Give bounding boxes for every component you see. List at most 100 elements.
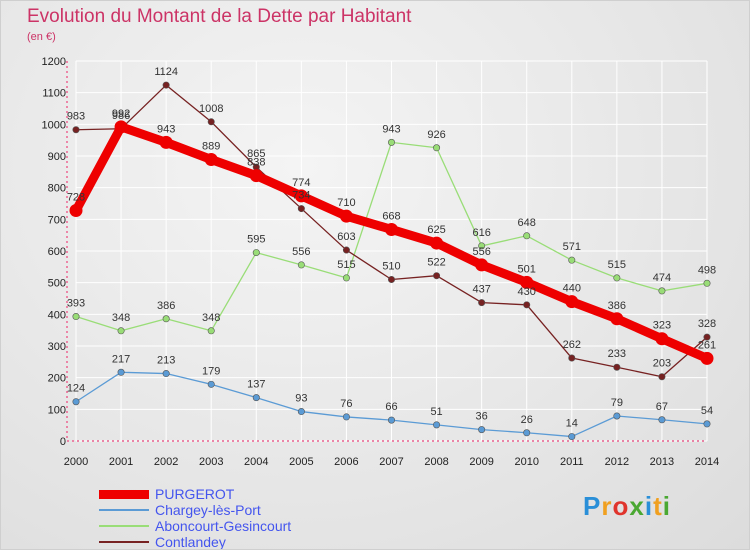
data-point (297, 205, 305, 213)
data-label: 79 (611, 397, 623, 409)
data-point (207, 380, 215, 388)
x-tick-label: 2008 (424, 456, 448, 468)
x-tick-label: 2006 (334, 456, 358, 468)
data-label: 386 (157, 300, 175, 312)
data-label: 603 (337, 231, 355, 243)
data-label: 515 (337, 259, 355, 271)
data-point (613, 363, 621, 371)
data-label: 14 (566, 418, 578, 430)
data-point (252, 249, 260, 257)
data-point (72, 126, 80, 134)
data-label: 865 (247, 148, 265, 160)
data-point (204, 152, 218, 166)
logo-letter: x (629, 491, 645, 521)
data-point (478, 242, 486, 250)
data-label: 838 (247, 157, 265, 169)
x-tick-label: 2011 (560, 456, 584, 468)
data-point (297, 408, 305, 416)
data-point (655, 332, 669, 346)
data-label: 1008 (199, 103, 223, 115)
data-point (342, 413, 350, 421)
data-label: 1124 (154, 66, 178, 78)
data-point (658, 416, 666, 424)
data-point (658, 287, 666, 295)
y-tick-label: 1000 (42, 119, 66, 131)
data-point (523, 232, 531, 240)
data-point (703, 420, 711, 428)
y-tick-label: 800 (48, 183, 66, 195)
y-tick-label: 700 (48, 214, 66, 226)
data-label: 76 (340, 398, 352, 410)
data-label: 571 (563, 241, 581, 253)
data-label: 648 (518, 217, 536, 229)
data-label: 66 (385, 401, 397, 413)
data-point (69, 203, 83, 217)
data-label: 498 (698, 264, 716, 276)
data-point (162, 315, 170, 323)
data-label: 440 (563, 283, 581, 295)
data-label: 348 (112, 312, 130, 324)
data-point (207, 118, 215, 126)
data-point (114, 120, 128, 134)
data-point (162, 370, 170, 378)
data-label: 67 (656, 401, 668, 413)
data-point (478, 299, 486, 307)
series-lines (69, 81, 714, 441)
data-label: 51 (430, 406, 442, 418)
legend-item: Aboncourt-Gesincourt (99, 518, 291, 534)
logo-letter: r (601, 491, 613, 521)
legend-item: Chargey-lès-Port (99, 502, 291, 518)
x-tick-label: 2014 (695, 456, 719, 468)
x-tick-label: 2013 (650, 456, 674, 468)
data-point (297, 261, 305, 269)
data-point (294, 189, 308, 203)
legend-label: Aboncourt-Gesincourt (155, 518, 292, 534)
data-label: 774 (292, 177, 310, 189)
data-point (72, 398, 80, 406)
legend-item: Contlandey (99, 534, 291, 549)
data-point (610, 312, 624, 326)
data-point (565, 295, 579, 309)
data-label: 556 (292, 246, 310, 258)
data-point (703, 279, 711, 287)
data-label: 474 (653, 272, 671, 284)
data-point (387, 275, 395, 283)
data-label: 54 (701, 405, 713, 417)
data-point (339, 209, 353, 223)
data-point (658, 373, 666, 381)
data-point (475, 258, 489, 272)
data-point (117, 368, 125, 376)
data-label: 217 (112, 353, 130, 365)
data-point (249, 169, 263, 183)
data-label: 926 (427, 129, 445, 141)
data-label: 124 (67, 383, 85, 395)
logo-letter: t (653, 491, 663, 521)
data-label: 437 (472, 284, 490, 296)
grid-lines (75, 60, 708, 442)
y-tick-label: 900 (48, 151, 66, 163)
data-labels: 728 992 943 889 838 774 710 668 625 556 501 440 386 3… (67, 66, 716, 430)
data-point (117, 327, 125, 335)
logo-letter: i (662, 491, 671, 521)
data-label: 137 (247, 379, 265, 391)
data-label: 393 (67, 298, 85, 310)
data-label: 501 (518, 263, 536, 275)
data-label: 430 (518, 286, 536, 298)
legend-label: PURGEROT (155, 486, 235, 502)
logo-letter: o (612, 491, 630, 521)
y-tick-label: 400 (48, 309, 66, 321)
y-tick-label: 300 (48, 341, 66, 353)
x-tick-label: 2003 (199, 456, 223, 468)
logo-letter: P (583, 491, 602, 521)
data-point (433, 421, 441, 429)
data-point (385, 222, 398, 236)
data-point (613, 274, 621, 282)
data-label: 323 (653, 320, 671, 332)
data-point (568, 256, 576, 264)
data-point (703, 333, 711, 341)
data-label: 668 (382, 210, 400, 222)
data-label: 26 (521, 414, 533, 426)
x-tick-label: 2001 (109, 456, 133, 468)
data-label: 625 (427, 224, 445, 236)
